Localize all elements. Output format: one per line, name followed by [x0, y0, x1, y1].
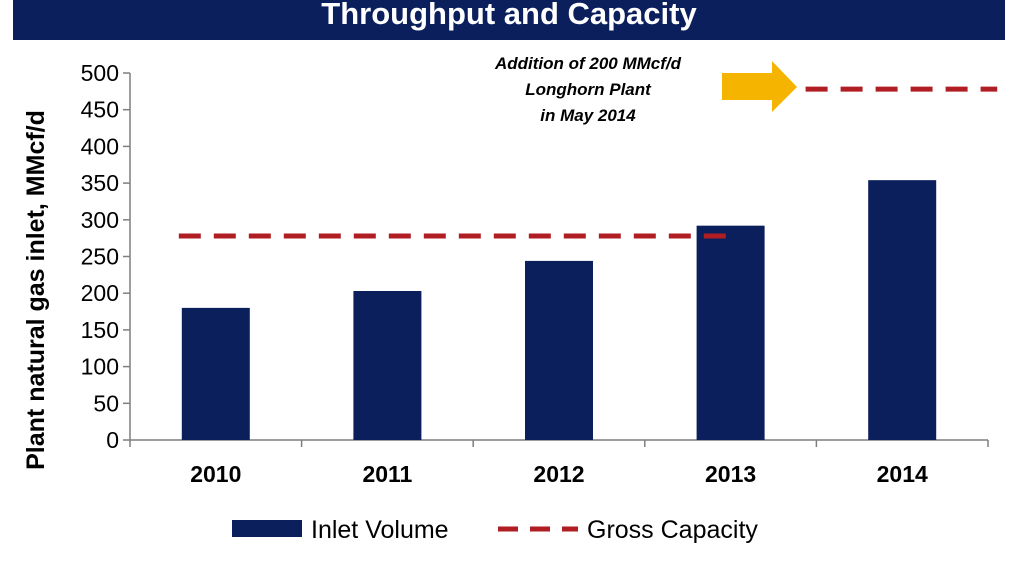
bar	[353, 290, 422, 440]
y-tick-label: 0	[106, 427, 119, 453]
legend-label-inlet-volume: Inlet Volume	[311, 516, 449, 544]
x-tick-label: 2010	[190, 461, 241, 487]
arrow-right-icon	[722, 61, 797, 112]
legend-label-gross-capacity: Gross Capacity	[587, 516, 758, 544]
y-tick-label: 300	[81, 207, 119, 233]
y-tick-label: 350	[81, 170, 119, 196]
bar	[868, 180, 937, 440]
capacity-lines	[178, 86, 998, 239]
annotation-line-2: Longhorn Plant	[525, 80, 652, 99]
x-tick-label: 2013	[705, 461, 756, 487]
y-tick-label: 500	[81, 60, 119, 86]
tick-labels: 0 50 100 150 200 250 300 350 400 450 500 2010 2011 20…	[81, 60, 928, 487]
bar	[696, 225, 765, 440]
y-tick-label: 400	[81, 133, 119, 159]
y-axis-label: Plant natural gas inlet, MMcf/d	[22, 110, 50, 470]
chart-title-text: Throughput and Capacity	[321, 0, 697, 31]
chart-title: Throughput and Capacity	[13, 0, 1005, 40]
bars	[181, 180, 937, 440]
bar	[181, 307, 250, 440]
y-tick-label: 450	[81, 97, 119, 123]
x-tick-label: 2014	[877, 461, 928, 487]
annotation-line-1: Addition of 200 MMcf/d	[494, 54, 682, 73]
y-tick-label: 100	[81, 354, 119, 380]
y-tick-label: 200	[81, 280, 119, 306]
bar	[525, 260, 593, 440]
y-tick-label: 250	[81, 244, 119, 270]
legend-swatch-inlet-volume	[232, 520, 302, 537]
y-tick-label: 150	[81, 317, 119, 343]
y-tick-label: 50	[93, 390, 119, 416]
x-tick-label: 2011	[362, 461, 412, 487]
x-tick-label: 2012	[533, 461, 584, 487]
annotation: Addition of 200 MMcf/d Longhorn Plant in…	[494, 54, 797, 125]
annotation-line-3: in May 2014	[540, 106, 636, 125]
legend: Inlet Volume Gross Capacity	[232, 516, 758, 544]
